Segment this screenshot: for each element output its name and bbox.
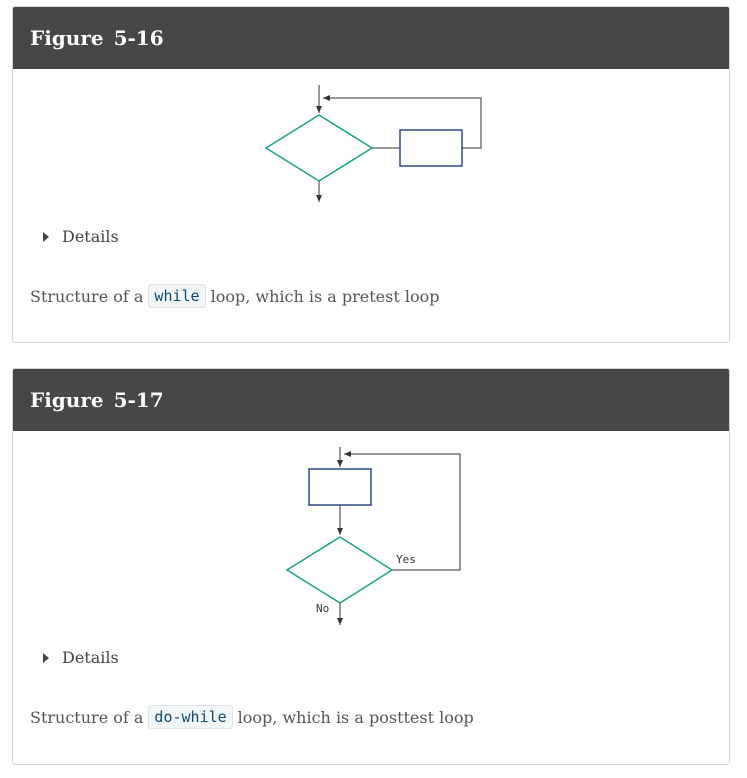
figure-caption: Structure of a while loop, which is a pr… bbox=[30, 284, 440, 308]
figure-number: 5-16 bbox=[113, 26, 164, 50]
caret-right-icon bbox=[43, 652, 49, 663]
details-toggle[interactable]: Details bbox=[43, 227, 119, 246]
process-box bbox=[308, 468, 372, 506]
caption-text-after: loop, which is a posttest loop bbox=[237, 707, 474, 727]
while-loop-diagram bbox=[13, 69, 729, 219]
yes-label: Yes bbox=[396, 553, 416, 566]
caption-code: while bbox=[148, 284, 206, 308]
details-toggle[interactable]: Details bbox=[43, 648, 119, 667]
caption-text-before: Structure of a bbox=[30, 286, 144, 306]
figure-5-17: Figure 5-17 Yes No Detai bbox=[12, 368, 730, 765]
details-label: Details bbox=[62, 648, 119, 667]
figure-label: Figure bbox=[30, 388, 104, 412]
no-label: No bbox=[316, 602, 329, 615]
yes-loop-back-arrow bbox=[344, 451, 461, 571]
figure-5-16: Figure 5-16 Details Struc bbox=[12, 6, 730, 343]
process-box bbox=[399, 129, 463, 167]
loop-back-arrow bbox=[323, 95, 482, 149]
figure-caption: Structure of a do-while loop, which is a… bbox=[30, 705, 474, 729]
decision-diamond bbox=[264, 114, 374, 182]
do-while-loop-diagram: Yes No bbox=[13, 431, 729, 641]
caption-text-before: Structure of a bbox=[30, 707, 144, 727]
details-label: Details bbox=[62, 227, 119, 246]
figure-number: 5-17 bbox=[113, 388, 164, 412]
caption-text-after: loop, which is a pretest loop bbox=[210, 286, 440, 306]
caret-right-icon bbox=[43, 231, 49, 242]
caption-code: do-while bbox=[148, 705, 233, 729]
decision-diamond bbox=[285, 536, 394, 604]
figure-header: Figure 5-17 bbox=[13, 369, 729, 431]
figure-header: Figure 5-16 bbox=[13, 7, 729, 69]
figure-label: Figure bbox=[30, 26, 104, 50]
